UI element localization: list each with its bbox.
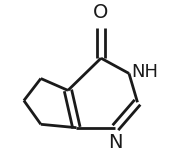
Text: N: N bbox=[108, 133, 123, 153]
Text: NH: NH bbox=[131, 63, 158, 81]
Text: O: O bbox=[93, 3, 109, 22]
